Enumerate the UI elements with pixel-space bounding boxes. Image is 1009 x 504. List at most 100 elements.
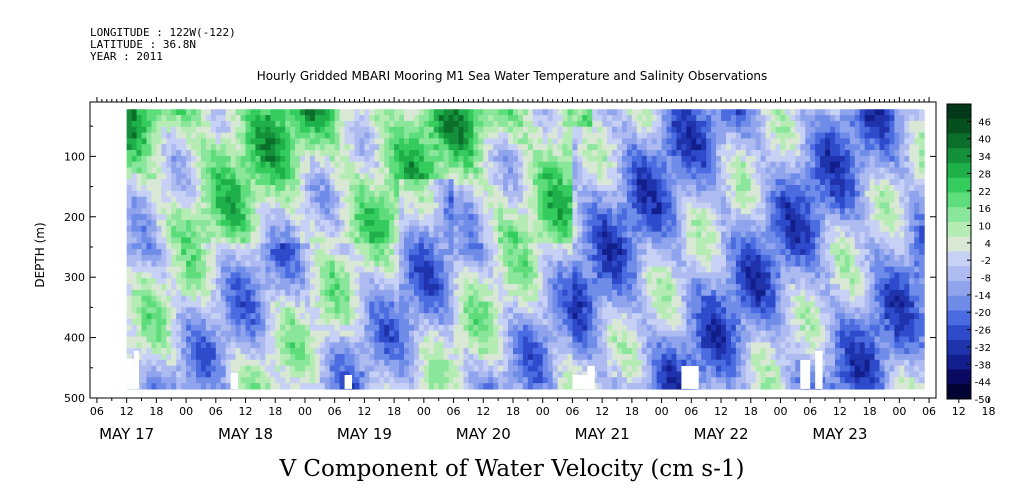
field-cell bbox=[508, 109, 514, 116]
field-cell bbox=[394, 208, 400, 215]
field-cell bbox=[542, 237, 549, 244]
field-cell bbox=[220, 219, 227, 227]
field-cell bbox=[126, 254, 133, 262]
field-cell bbox=[478, 365, 484, 373]
field-cell bbox=[404, 249, 410, 256]
field-cell bbox=[498, 371, 504, 378]
field-cell bbox=[156, 336, 162, 343]
field-cell bbox=[210, 214, 217, 221]
field-cell bbox=[552, 219, 559, 227]
field-cell bbox=[428, 365, 435, 373]
field-cell bbox=[171, 324, 177, 332]
field-cell bbox=[607, 237, 613, 244]
field-cell bbox=[458, 214, 465, 221]
field-cell bbox=[621, 260, 628, 268]
field-cell bbox=[146, 295, 153, 303]
field-cell bbox=[151, 132, 157, 139]
field-cell bbox=[354, 190, 361, 198]
field-cell bbox=[389, 266, 395, 273]
field-cell bbox=[191, 132, 197, 139]
field-cell bbox=[275, 243, 281, 250]
field-cell bbox=[493, 336, 499, 343]
field-cell bbox=[304, 278, 311, 285]
field-cell bbox=[423, 126, 430, 134]
field-cell bbox=[176, 377, 182, 384]
field-cell bbox=[319, 155, 326, 163]
field-cell bbox=[582, 284, 588, 291]
field-cell bbox=[285, 132, 291, 139]
field-cell bbox=[493, 278, 499, 285]
field-cell bbox=[200, 214, 207, 221]
field-cell bbox=[423, 330, 430, 338]
field-cell bbox=[260, 237, 266, 244]
field-cell bbox=[275, 342, 281, 349]
field-cell bbox=[275, 190, 281, 198]
field-cell bbox=[290, 353, 296, 361]
field-cell bbox=[478, 284, 484, 291]
field-cell bbox=[295, 155, 301, 163]
field-cell bbox=[230, 289, 237, 297]
field-cell bbox=[473, 173, 479, 180]
field-cell bbox=[186, 371, 192, 378]
field-cell bbox=[290, 289, 296, 297]
field-cell bbox=[384, 225, 390, 233]
field-cell bbox=[522, 150, 529, 157]
field-cell bbox=[364, 185, 370, 192]
field-cell bbox=[577, 196, 583, 204]
field-cell bbox=[176, 208, 182, 215]
field-cell bbox=[141, 365, 148, 373]
field-cell bbox=[394, 219, 400, 227]
field-cell bbox=[319, 243, 326, 250]
field-cell bbox=[280, 132, 286, 139]
field-cell bbox=[136, 109, 143, 116]
field-cell bbox=[161, 237, 167, 244]
field-cell bbox=[517, 307, 524, 314]
field-cell bbox=[230, 120, 237, 128]
field-cell bbox=[602, 190, 608, 198]
field-cell bbox=[176, 307, 182, 314]
field-cell bbox=[537, 161, 544, 169]
field-cell bbox=[587, 330, 593, 338]
field-cell bbox=[394, 249, 400, 256]
field-cell bbox=[235, 307, 242, 314]
field-cell bbox=[156, 359, 162, 367]
field-cell bbox=[463, 144, 470, 151]
field-cell bbox=[161, 144, 167, 151]
field-cell bbox=[636, 377, 643, 384]
field-cell bbox=[245, 144, 252, 151]
field-cell bbox=[290, 365, 296, 373]
field-cell bbox=[617, 225, 623, 233]
field-cell bbox=[503, 167, 509, 174]
field-cell bbox=[513, 319, 519, 326]
field-cell bbox=[428, 319, 435, 326]
field-cell bbox=[562, 237, 569, 244]
field-cell bbox=[453, 289, 460, 297]
field-cell bbox=[488, 272, 494, 279]
field-cell bbox=[379, 109, 385, 116]
field-cell bbox=[408, 190, 415, 198]
field-cell bbox=[270, 225, 276, 233]
field-cell bbox=[126, 150, 133, 157]
field-cell bbox=[508, 342, 514, 349]
field-cell bbox=[245, 301, 252, 308]
field-cell bbox=[191, 138, 197, 145]
field-cell bbox=[324, 365, 331, 373]
field-cell bbox=[513, 231, 519, 239]
field-cell bbox=[428, 260, 435, 268]
field-cell bbox=[631, 336, 638, 343]
field-cell bbox=[126, 313, 133, 320]
field-cell bbox=[265, 120, 271, 128]
field-cell bbox=[171, 161, 177, 169]
field-cell bbox=[612, 342, 618, 349]
field-cell bbox=[522, 313, 529, 320]
field-cell bbox=[166, 144, 172, 151]
field-cell bbox=[329, 243, 336, 250]
field-cell bbox=[458, 359, 465, 367]
field-cell bbox=[493, 231, 499, 239]
field-cell bbox=[547, 161, 554, 169]
field-cell bbox=[161, 330, 167, 338]
field-cell bbox=[631, 330, 638, 338]
field-cell bbox=[562, 202, 569, 209]
field-cell bbox=[300, 167, 306, 174]
field-cell bbox=[344, 231, 351, 239]
